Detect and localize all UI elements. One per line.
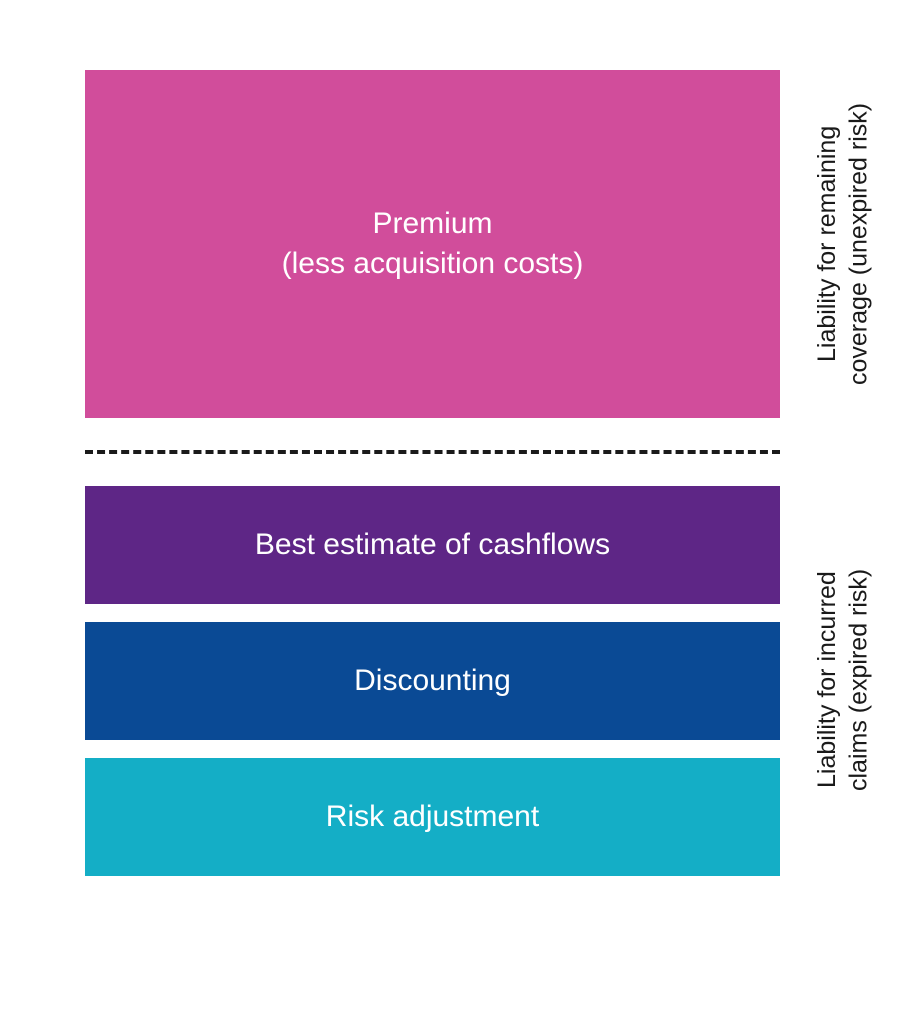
premium-text: Premium (less acquisition costs) (282, 204, 584, 285)
discounting-block: Discounting (85, 622, 780, 740)
top-side-label-line1: Liability for remaining (813, 126, 841, 362)
top-side-label: Liability for remaining coverage (unexpi… (812, 70, 875, 418)
bottom-side-label-line1: Liability for incurred (813, 572, 841, 789)
top-section: Premium (less acquisition costs) (85, 70, 780, 418)
bottom-side-label: Liability for incurred claims (expired r… (812, 485, 875, 875)
section-divider (85, 450, 780, 454)
bottom-side-label-line2: claims (expired risk) (844, 569, 872, 791)
premium-block: Premium (less acquisition costs) (85, 70, 780, 418)
side-labels-column: Liability for remaining coverage (unexpi… (780, 70, 870, 964)
top-side-label-line2: coverage (unexpired risk) (844, 103, 872, 385)
bottom-section: Best estimate of cashflows Discounting R… (85, 486, 780, 876)
liability-diagram: Premium (less acquisition costs) Best es… (85, 70, 870, 964)
discounting-label: Discounting (354, 661, 511, 702)
blocks-column: Premium (less acquisition costs) Best es… (85, 70, 780, 964)
cashflows-block: Best estimate of cashflows (85, 486, 780, 604)
risk-adjustment-block: Risk adjustment (85, 758, 780, 876)
premium-line2: (less acquisition costs) (282, 244, 584, 285)
premium-line1: Premium (282, 204, 584, 245)
cashflows-label: Best estimate of cashflows (255, 525, 610, 566)
risk-adjustment-label: Risk adjustment (326, 797, 539, 838)
